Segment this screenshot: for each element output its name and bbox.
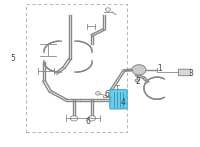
Text: 4: 4: [121, 98, 125, 107]
Text: 6: 6: [86, 117, 90, 126]
Text: 1: 1: [158, 64, 162, 73]
FancyBboxPatch shape: [178, 69, 191, 76]
FancyBboxPatch shape: [110, 90, 127, 109]
Text: 3: 3: [189, 69, 193, 78]
Bar: [26, 4, 127, 132]
Text: 6: 6: [105, 90, 109, 99]
Circle shape: [135, 79, 139, 82]
Circle shape: [97, 93, 99, 94]
Text: 5: 5: [11, 54, 15, 63]
Circle shape: [132, 65, 146, 75]
Text: 2: 2: [136, 77, 140, 86]
